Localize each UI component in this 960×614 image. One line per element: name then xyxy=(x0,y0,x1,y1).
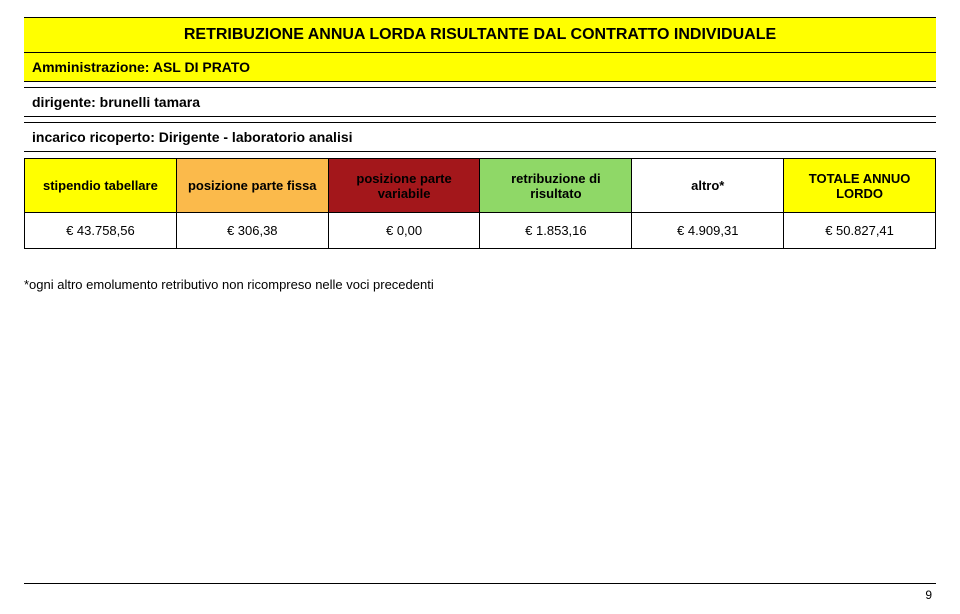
cell-altro: € 4.909,31 xyxy=(632,213,784,249)
header-risultato: retribuzione di risultato xyxy=(480,159,632,213)
cell-variabile: € 0,00 xyxy=(328,213,480,249)
page-number: 9 xyxy=(925,588,932,602)
header-variabile: posizione parte variabile xyxy=(328,159,480,213)
cell-fissa: € 306,38 xyxy=(176,213,328,249)
header-fissa: posizione parte fissa xyxy=(176,159,328,213)
table-data-row: € 43.758,56 € 306,38 € 0,00 € 1.853,16 €… xyxy=(25,213,936,249)
header-totale: TOTALE ANNUO LORDO xyxy=(784,159,936,213)
incarico-row: incarico ricoperto: Dirigente - laborato… xyxy=(24,122,936,152)
cell-stipendio: € 43.758,56 xyxy=(25,213,177,249)
cell-risultato: € 1.853,16 xyxy=(480,213,632,249)
table-header-row: stipendio tabellare posizione parte fiss… xyxy=(25,159,936,213)
page-rule xyxy=(24,583,936,584)
footnote: *ogni altro emolumento retributivo non r… xyxy=(24,277,936,292)
header-altro: altro* xyxy=(632,159,784,213)
header-stipendio: stipendio tabellare xyxy=(25,159,177,213)
administration-row: Amministrazione: ASL DI PRATO xyxy=(24,52,936,82)
dirigente-row: dirigente: brunelli tamara xyxy=(24,87,936,117)
title-bar: RETRIBUZIONE ANNUA LORDA RISULTANTE DAL … xyxy=(24,17,936,53)
salary-table: stipendio tabellare posizione parte fiss… xyxy=(24,158,936,249)
cell-totale: € 50.827,41 xyxy=(784,213,936,249)
